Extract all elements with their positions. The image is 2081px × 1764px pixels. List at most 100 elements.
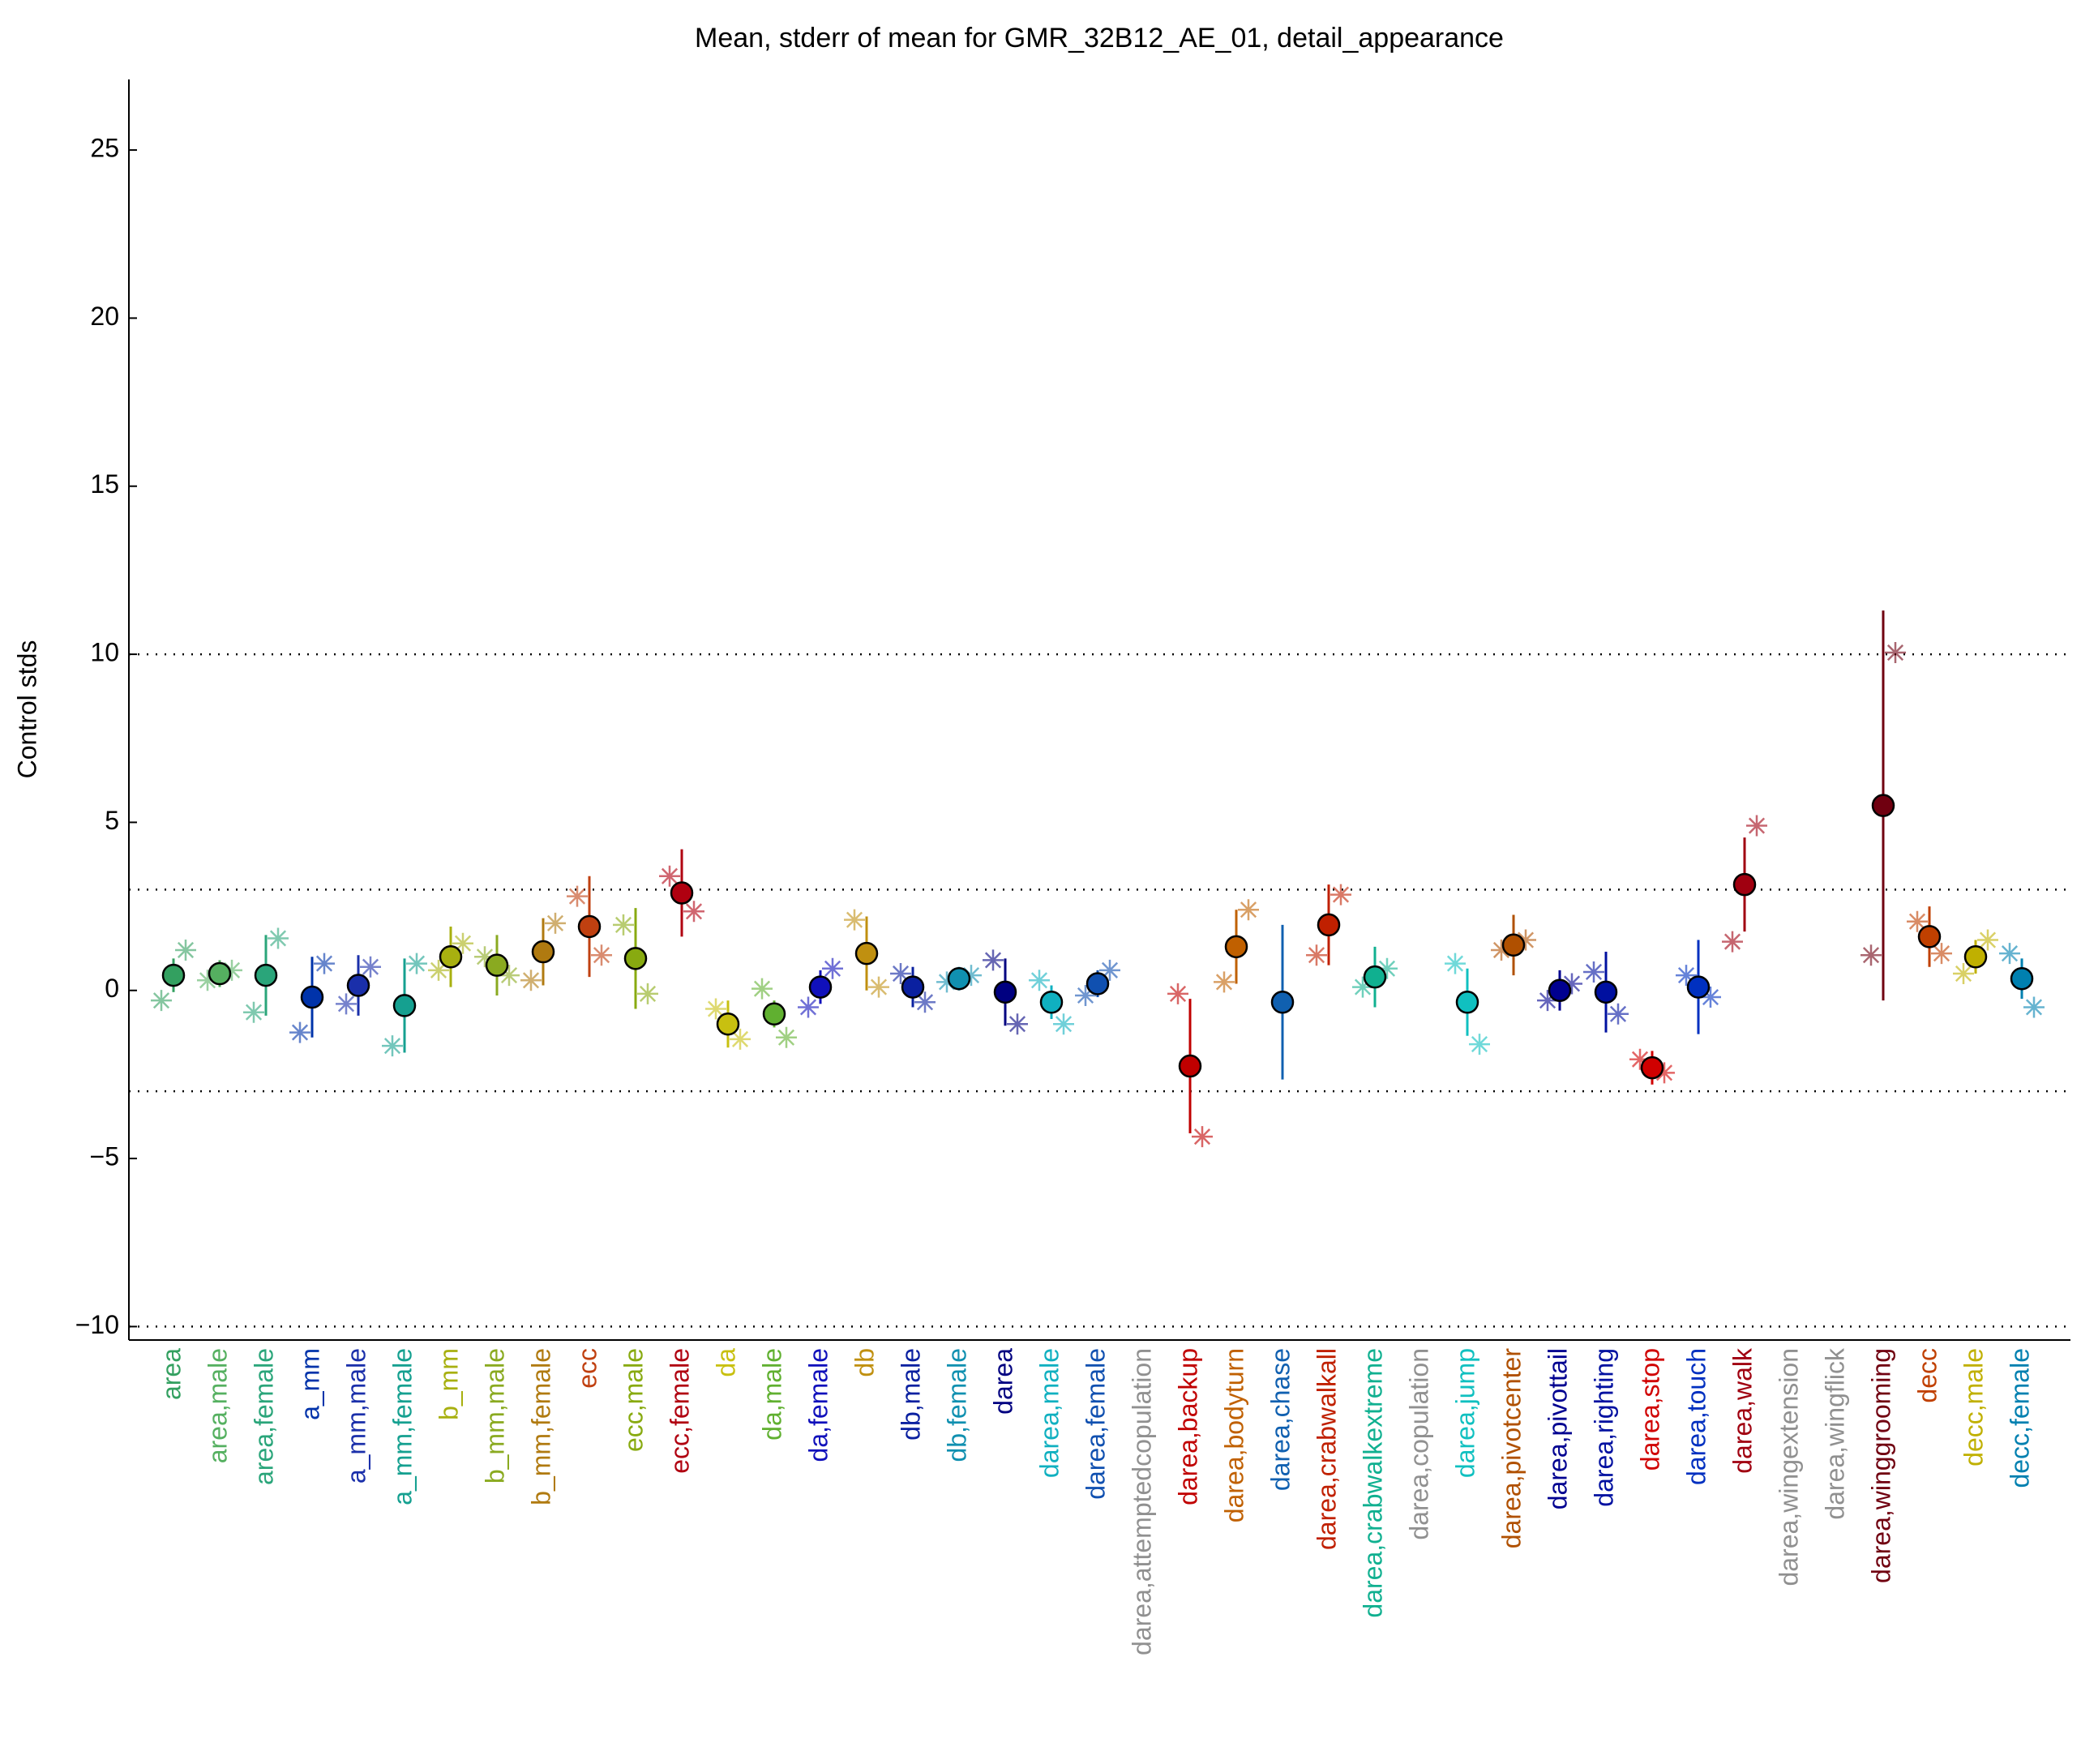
point-star (683, 901, 704, 923)
point-star (1029, 970, 1050, 991)
x-tick-label: darea,crabwalkextreme (1358, 1348, 1387, 1618)
point-star (1469, 1034, 1490, 1055)
x-tick-label: da,female (803, 1348, 833, 1462)
x-tick-label: darea,winggrooming (1866, 1348, 1895, 1583)
x-tick-label: a_mm,male (341, 1348, 370, 1484)
point-star (1860, 944, 1882, 966)
x-tick-label: area,female (249, 1348, 278, 1485)
point-star (637, 983, 658, 1004)
point-star (730, 1028, 751, 1050)
y-tick-label: 15 (90, 469, 119, 499)
mean-marker (1085, 972, 1110, 995)
x-tick-label: b_mm,female (526, 1348, 555, 1505)
point-star (1608, 1003, 1629, 1025)
mean-marker (1594, 980, 1618, 1004)
mean-marker (1317, 913, 1341, 937)
point-star (289, 1021, 310, 1043)
point-star (1306, 944, 1327, 966)
mean-marker (161, 963, 186, 987)
point-star (1099, 959, 1120, 981)
point-star (798, 996, 819, 1018)
point-star (1377, 957, 1398, 979)
x-tick-label: darea,righting (1589, 1348, 1618, 1507)
x-tick-label: darea,wingflick (1820, 1347, 1849, 1520)
x-tick-label: darea,stop (1635, 1348, 1664, 1471)
mean-marker (1548, 978, 1572, 1002)
mean-marker (2010, 966, 2034, 991)
point-star (591, 944, 612, 966)
x-tick-label: darea,pivottail (1543, 1348, 1572, 1509)
point-star (1722, 931, 1743, 953)
point-star (1561, 973, 1582, 995)
x-tick-label: a_mm (295, 1348, 324, 1420)
mean-marker (346, 974, 370, 997)
point-star (268, 927, 289, 949)
y-axis-label: Control stds (12, 640, 41, 779)
mean-marker (1039, 991, 1064, 1014)
y-tick-label: 25 (90, 134, 119, 163)
y-tick-label: 10 (90, 638, 119, 667)
x-tick-label: da,male (757, 1348, 786, 1441)
x-tick-label: decc,female (2005, 1348, 2034, 1488)
mean-marker (1270, 991, 1295, 1014)
x-tick-label: area,male (203, 1348, 232, 1463)
mean-marker (623, 947, 648, 970)
point-star (243, 1001, 264, 1023)
x-tick-label: darea,female (1081, 1348, 1110, 1500)
point-star (1053, 1013, 1074, 1035)
mean-marker (1963, 945, 1988, 969)
point-star (1700, 987, 1721, 1008)
point-star (1977, 929, 1998, 951)
x-tick-label: b_mm (434, 1348, 463, 1420)
point-star (1537, 990, 1558, 1012)
point-star (1583, 961, 1604, 983)
x-tick-label: decc (1912, 1348, 1942, 1403)
mean-marker (300, 985, 324, 1009)
x-tick-label: da (711, 1348, 740, 1377)
x-tick-label: ecc,male (619, 1348, 648, 1452)
mean-marker (577, 914, 602, 939)
mean-marker (1732, 872, 1757, 897)
x-tick-label: db,male (896, 1348, 925, 1441)
mean-marker (1224, 935, 1248, 959)
point-star (1352, 976, 1373, 998)
mean-marker (947, 966, 971, 991)
mean-marker (439, 945, 463, 969)
point-star (151, 990, 172, 1012)
x-tick-label: darea,wingextension (1774, 1348, 1803, 1586)
point-star (1330, 884, 1351, 906)
x-tick-label: darea (988, 1348, 1017, 1415)
point-star (567, 885, 588, 907)
point-star (2023, 996, 2045, 1018)
mean-marker (808, 975, 833, 999)
point-star (751, 978, 773, 1000)
x-tick-label: db,female (942, 1348, 971, 1462)
x-tick-label: decc,male (1959, 1348, 1988, 1466)
point-star (776, 1026, 797, 1048)
mean-marker (901, 975, 925, 999)
y-tick-label: −10 (75, 1310, 119, 1339)
x-tick-label: darea,jump (1450, 1348, 1479, 1478)
mean-marker (485, 953, 509, 977)
mean-marker (1455, 991, 1479, 1014)
x-tick-label: darea,chase (1265, 1348, 1295, 1491)
point-star (520, 970, 542, 991)
x-tick-label: ecc (572, 1348, 602, 1389)
x-tick-label: darea,copulation (1404, 1348, 1433, 1540)
point-star (1907, 910, 1928, 932)
point-star (890, 963, 911, 985)
x-tick-label: ecc,female (665, 1348, 694, 1474)
point-star (961, 965, 982, 987)
x-tick-label: db (850, 1348, 879, 1377)
mean-marker (716, 1012, 740, 1036)
point-star (314, 953, 335, 974)
point-star (360, 956, 381, 978)
point-star (1445, 953, 1466, 974)
point-star (1746, 815, 1767, 837)
x-tick-label: darea,bodyturn (1219, 1348, 1248, 1522)
x-tick-label: darea,touch (1681, 1348, 1711, 1485)
mean-marker (254, 963, 278, 987)
point-star (452, 932, 473, 954)
